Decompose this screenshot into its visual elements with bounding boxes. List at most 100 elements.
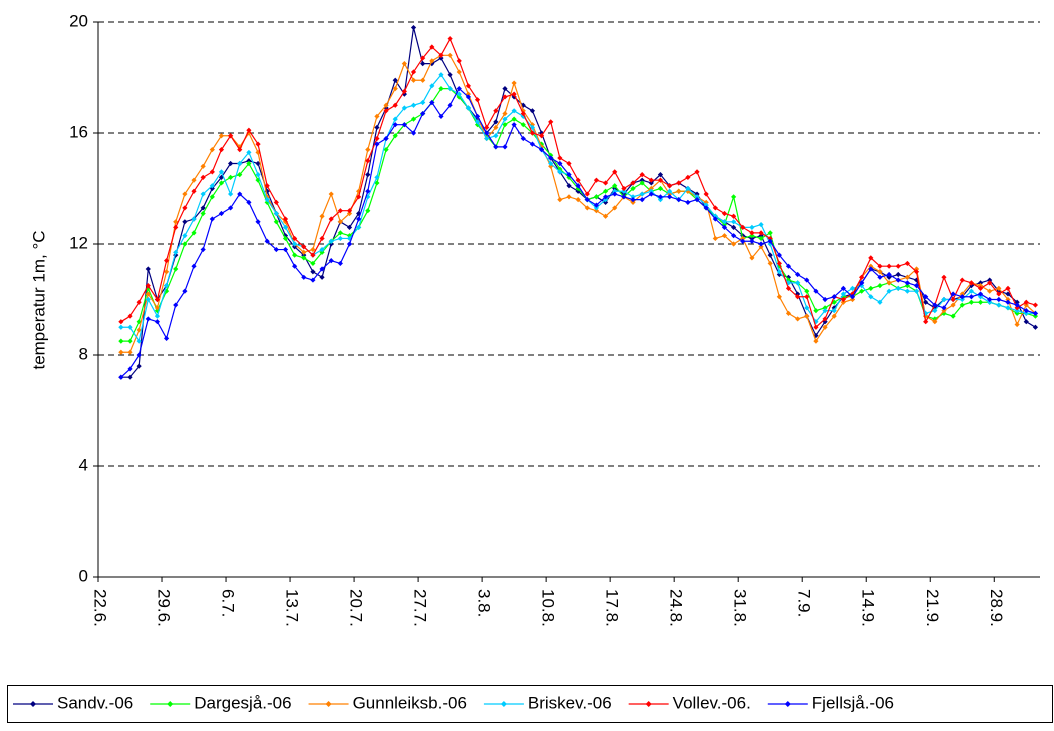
data-point	[282, 235, 289, 242]
data-point	[383, 108, 389, 114]
data-point	[438, 72, 444, 78]
data-point	[465, 91, 471, 97]
data-point	[593, 177, 600, 183]
data-point	[246, 199, 252, 205]
data-point	[859, 283, 865, 289]
data-point	[118, 338, 124, 344]
x-tick-label: 17.8.	[603, 589, 622, 627]
data-point	[328, 258, 334, 264]
data-point	[749, 235, 755, 242]
data-point	[749, 233, 755, 239]
data-point	[593, 194, 600, 200]
data-point	[859, 274, 865, 280]
data-point	[282, 216, 289, 222]
legend-label: Briskev.-06	[528, 693, 612, 712]
data-point	[886, 288, 892, 294]
data-point	[822, 324, 828, 330]
data-point	[648, 180, 654, 186]
data-point	[1005, 291, 1011, 297]
data-point	[941, 274, 947, 280]
data-point	[1005, 305, 1011, 311]
data-point	[566, 160, 572, 167]
data-point	[182, 191, 188, 197]
legend-marker	[325, 701, 332, 707]
data-point	[923, 319, 929, 325]
data-point	[877, 299, 883, 305]
data-point	[840, 294, 846, 300]
data-point	[264, 183, 270, 189]
data-point	[593, 202, 600, 208]
data-point	[913, 288, 920, 294]
data-point	[209, 183, 215, 189]
data-point	[804, 288, 810, 294]
data-point	[877, 263, 883, 269]
data-point	[346, 233, 353, 239]
x-tick-label: 20.7.	[347, 589, 366, 627]
data-point	[913, 269, 920, 275]
data-point	[282, 219, 289, 225]
data-point	[127, 324, 133, 330]
data-point	[676, 188, 682, 194]
data-point	[721, 210, 728, 217]
series-line	[120, 87, 1036, 378]
data-point	[319, 249, 325, 255]
data-point	[1023, 308, 1029, 314]
data-point	[420, 77, 426, 83]
data-point	[950, 302, 956, 308]
data-point	[365, 188, 371, 194]
data-point	[502, 144, 508, 150]
data-point	[731, 219, 737, 225]
data-point	[758, 230, 764, 236]
data-point	[401, 61, 407, 67]
data-point	[712, 235, 718, 242]
x-tick-label: 24.8.	[667, 589, 686, 627]
data-point	[118, 319, 124, 325]
series-line	[120, 54, 1036, 353]
data-point	[392, 133, 398, 139]
data-point	[237, 160, 243, 167]
data-point	[511, 91, 517, 97]
data-point	[785, 285, 792, 291]
data-point	[356, 224, 362, 230]
data-point	[968, 294, 975, 300]
data-point	[493, 133, 499, 139]
data-point	[246, 158, 252, 164]
data-point	[346, 224, 353, 230]
data-point	[804, 313, 810, 319]
data-point	[465, 105, 471, 111]
data-point	[648, 185, 654, 192]
data-point	[392, 122, 398, 128]
data-point	[273, 210, 279, 217]
data-point	[420, 61, 426, 67]
data-point	[657, 177, 664, 183]
data-point	[813, 324, 819, 330]
data-point	[895, 263, 901, 269]
data-point	[731, 241, 737, 247]
data-point	[749, 230, 755, 236]
data-point	[1032, 310, 1039, 316]
data-point	[456, 58, 462, 64]
data-point	[301, 274, 307, 280]
data-point	[191, 188, 197, 194]
data-point	[913, 283, 920, 289]
data-point	[429, 99, 435, 106]
data-point	[154, 319, 161, 325]
data-point	[356, 216, 362, 222]
data-point	[621, 194, 627, 200]
data-point	[374, 174, 380, 180]
data-point	[365, 147, 371, 153]
data-point	[612, 191, 618, 197]
data-point	[200, 210, 206, 217]
data-point	[740, 238, 746, 244]
data-point	[118, 324, 124, 330]
data-point	[575, 197, 581, 203]
x-tick-label: 3.8.	[475, 589, 494, 617]
data-point	[996, 291, 1002, 297]
data-point	[904, 260, 910, 267]
data-point	[173, 224, 179, 230]
data-point	[420, 99, 426, 106]
data-point	[767, 235, 773, 242]
data-point	[1023, 299, 1029, 305]
data-point	[749, 255, 755, 261]
data-point	[182, 219, 188, 225]
